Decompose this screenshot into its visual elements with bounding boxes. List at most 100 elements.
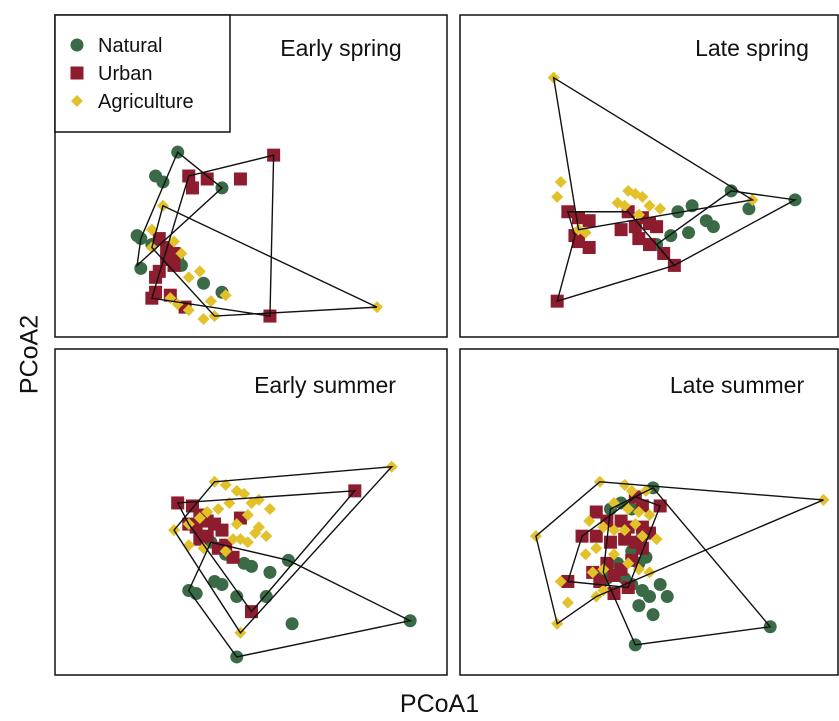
panel-late-summer: Late summer bbox=[459, 348, 839, 676]
point-agriculture bbox=[632, 208, 645, 221]
point-agriculture bbox=[622, 557, 635, 570]
point-natural bbox=[134, 261, 148, 275]
panel-early-summer: Early summer bbox=[54, 348, 448, 676]
point-natural bbox=[263, 565, 277, 579]
point-agriculture bbox=[608, 524, 620, 537]
point-natural bbox=[660, 590, 674, 604]
hull-urban bbox=[556, 211, 676, 303]
point-agriculture bbox=[632, 506, 645, 518]
point-agriculture bbox=[249, 527, 262, 540]
point-agriculture bbox=[197, 313, 210, 326]
point-agriculture bbox=[629, 518, 642, 531]
point-agriculture bbox=[561, 596, 574, 609]
legend-urban-marker bbox=[70, 66, 84, 80]
panel-frame bbox=[459, 14, 839, 338]
point-agriculture bbox=[182, 304, 195, 317]
point-agriculture bbox=[212, 502, 225, 515]
panel-frame bbox=[54, 14, 448, 338]
point-natural bbox=[230, 590, 244, 604]
point-agriculture bbox=[654, 202, 667, 215]
point-agriculture bbox=[554, 575, 567, 588]
point-urban bbox=[185, 181, 199, 195]
point-agriculture bbox=[238, 487, 251, 500]
point-agriculture bbox=[636, 190, 649, 203]
point-agriculture bbox=[193, 512, 206, 525]
point-natural bbox=[197, 276, 211, 290]
hull-natural bbox=[655, 190, 798, 267]
point-urban bbox=[632, 232, 646, 246]
legend-box bbox=[54, 14, 231, 133]
point-natural bbox=[237, 556, 251, 570]
point-natural bbox=[671, 205, 685, 219]
point-agriculture bbox=[583, 515, 596, 528]
point-agriculture bbox=[204, 295, 217, 308]
hull-agriculture bbox=[151, 204, 378, 317]
hull-agriculture bbox=[535, 481, 824, 625]
hull-natural bbox=[136, 151, 224, 268]
point-urban bbox=[643, 238, 656, 252]
point-agriculture bbox=[219, 478, 232, 491]
point-urban bbox=[572, 211, 585, 225]
point-natural bbox=[653, 577, 667, 591]
point-agriculture bbox=[241, 509, 254, 522]
hull-agriculture bbox=[173, 465, 394, 634]
legend-natural-label: Natural bbox=[98, 35, 162, 57]
point-agriculture bbox=[597, 584, 610, 597]
panel-late-spring: Late spring bbox=[459, 14, 839, 338]
point-agriculture bbox=[597, 521, 610, 534]
y-axis-label: PCoA2 bbox=[15, 314, 44, 395]
panel-title: Late spring bbox=[695, 35, 809, 61]
panel-title: Late summer bbox=[670, 372, 805, 398]
legend-agriculture-marker bbox=[71, 95, 83, 107]
point-urban bbox=[582, 241, 596, 255]
point-agriculture bbox=[219, 545, 232, 558]
point-agriculture bbox=[175, 247, 188, 260]
point-agriculture bbox=[579, 548, 592, 561]
hull-agriculture bbox=[552, 76, 755, 231]
point-urban bbox=[589, 505, 603, 519]
x-axis-label: PCoA1 bbox=[399, 690, 480, 718]
point-natural bbox=[215, 577, 229, 591]
point-agriculture bbox=[650, 533, 663, 546]
point-urban bbox=[233, 172, 247, 186]
point-agriculture bbox=[182, 271, 195, 284]
point-agriculture bbox=[618, 524, 631, 537]
point-agriculture bbox=[643, 199, 656, 212]
point-natural bbox=[259, 590, 273, 604]
point-natural bbox=[646, 608, 660, 622]
point-agriculture bbox=[608, 548, 620, 561]
point-agriculture bbox=[551, 190, 564, 203]
point-natural bbox=[632, 599, 646, 613]
point-agriculture bbox=[263, 502, 276, 515]
point-agriculture bbox=[636, 530, 649, 543]
point-urban bbox=[650, 220, 664, 234]
point-urban bbox=[589, 529, 603, 543]
legend-agriculture-label: Agriculture bbox=[98, 91, 194, 113]
point-urban bbox=[635, 541, 649, 555]
point-urban bbox=[226, 550, 240, 564]
point-urban bbox=[618, 532, 632, 546]
point-agriculture bbox=[193, 265, 206, 278]
point-agriculture bbox=[145, 223, 158, 236]
point-agriculture bbox=[622, 502, 635, 515]
point-urban bbox=[572, 235, 585, 249]
panel-early-spring: Early spring bbox=[54, 14, 448, 338]
legend-natural-marker bbox=[70, 38, 84, 52]
point-natural bbox=[706, 220, 720, 234]
point-agriculture bbox=[554, 175, 567, 188]
point-agriculture bbox=[227, 533, 240, 546]
legend-urban-label: Urban bbox=[98, 63, 152, 85]
point-urban bbox=[215, 523, 229, 537]
point-natural bbox=[643, 590, 656, 604]
point-urban bbox=[167, 258, 181, 272]
point-agriculture bbox=[625, 484, 638, 497]
panel-title: Early spring bbox=[280, 35, 401, 61]
point-urban bbox=[614, 223, 628, 237]
point-urban bbox=[200, 529, 214, 543]
point-natural bbox=[682, 226, 696, 240]
point-urban bbox=[628, 220, 642, 234]
panel-title: Early summer bbox=[254, 372, 396, 398]
point-agriculture bbox=[260, 530, 273, 543]
point-urban bbox=[200, 172, 214, 186]
